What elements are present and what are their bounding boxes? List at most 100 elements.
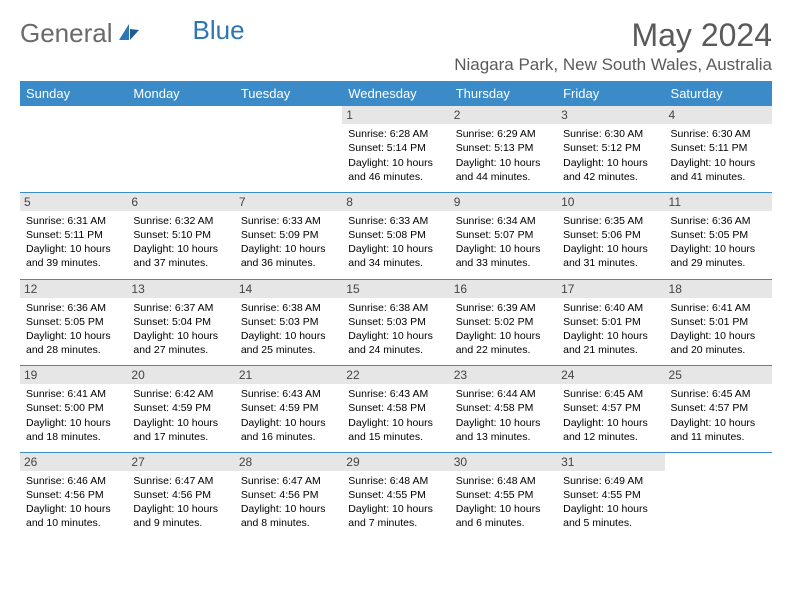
daylight-line: and 13 minutes. — [456, 430, 551, 444]
day-number: 20 — [127, 366, 234, 384]
day-number: 24 — [557, 366, 664, 384]
weekday-header: Monday — [127, 81, 234, 106]
day-number: 23 — [450, 366, 557, 384]
sunrise-line: Sunrise: 6:47 AM — [241, 474, 336, 488]
daylight-line: and 28 minutes. — [26, 343, 121, 357]
daylight-line: and 15 minutes. — [348, 430, 443, 444]
daylight-line: Daylight: 10 hours — [671, 416, 766, 430]
calendar-day-cell: 9Sunrise: 6:34 AMSunset: 5:07 PMDaylight… — [450, 192, 557, 279]
calendar-week-row: 19Sunrise: 6:41 AMSunset: 5:00 PMDayligh… — [20, 366, 772, 453]
sunrise-line: Sunrise: 6:34 AM — [456, 214, 551, 228]
daylight-line: and 7 minutes. — [348, 516, 443, 530]
sunset-line: Sunset: 5:02 PM — [456, 315, 551, 329]
daylight-line: Daylight: 10 hours — [456, 502, 551, 516]
calendar-day-cell: 15Sunrise: 6:38 AMSunset: 5:03 PMDayligh… — [342, 279, 449, 366]
daylight-line: and 31 minutes. — [563, 256, 658, 270]
sunset-line: Sunset: 5:05 PM — [671, 228, 766, 242]
sunrise-line: Sunrise: 6:47 AM — [133, 474, 228, 488]
calendar-day-cell: 17Sunrise: 6:40 AMSunset: 5:01 PMDayligh… — [557, 279, 664, 366]
daylight-line: and 11 minutes. — [671, 430, 766, 444]
daylight-line: and 6 minutes. — [456, 516, 551, 530]
sunset-line: Sunset: 4:55 PM — [348, 488, 443, 502]
sunset-line: Sunset: 4:56 PM — [241, 488, 336, 502]
daylight-line: and 21 minutes. — [563, 343, 658, 357]
sunset-line: Sunset: 4:58 PM — [456, 401, 551, 415]
daylight-line: and 22 minutes. — [456, 343, 551, 357]
sunrise-line: Sunrise: 6:32 AM — [133, 214, 228, 228]
sunset-line: Sunset: 5:08 PM — [348, 228, 443, 242]
day-number: 6 — [127, 193, 234, 211]
logo-text-general: General — [20, 18, 113, 49]
daylight-line: Daylight: 10 hours — [26, 242, 121, 256]
weekday-header: Tuesday — [235, 81, 342, 106]
calendar-week-row: 12Sunrise: 6:36 AMSunset: 5:05 PMDayligh… — [20, 279, 772, 366]
daylight-line: Daylight: 10 hours — [348, 242, 443, 256]
calendar-day-cell: 19Sunrise: 6:41 AMSunset: 5:00 PMDayligh… — [20, 366, 127, 453]
sunrise-line: Sunrise: 6:48 AM — [348, 474, 443, 488]
daylight-line: and 5 minutes. — [563, 516, 658, 530]
sunrise-line: Sunrise: 6:36 AM — [671, 214, 766, 228]
day-number: 18 — [665, 280, 772, 298]
sunset-line: Sunset: 5:04 PM — [133, 315, 228, 329]
daylight-line: Daylight: 10 hours — [133, 242, 228, 256]
daylight-line: and 41 minutes. — [671, 170, 766, 184]
sunset-line: Sunset: 5:12 PM — [563, 141, 658, 155]
calendar-day-cell: 24Sunrise: 6:45 AMSunset: 4:57 PMDayligh… — [557, 366, 664, 453]
daylight-line: and 37 minutes. — [133, 256, 228, 270]
sunset-line: Sunset: 5:00 PM — [26, 401, 121, 415]
daylight-line: and 27 minutes. — [133, 343, 228, 357]
daylight-line: Daylight: 10 hours — [348, 329, 443, 343]
sunrise-line: Sunrise: 6:42 AM — [133, 387, 228, 401]
daylight-line: Daylight: 10 hours — [26, 502, 121, 516]
sunrise-line: Sunrise: 6:40 AM — [563, 301, 658, 315]
calendar-day-cell: 1Sunrise: 6:28 AMSunset: 5:14 PMDaylight… — [342, 106, 449, 192]
sunset-line: Sunset: 4:59 PM — [133, 401, 228, 415]
calendar-empty-cell — [20, 106, 127, 192]
logo-sail-icon — [115, 18, 141, 49]
calendar-day-cell: 31Sunrise: 6:49 AMSunset: 4:55 PMDayligh… — [557, 452, 664, 538]
weekday-header: Thursday — [450, 81, 557, 106]
sunrise-line: Sunrise: 6:44 AM — [456, 387, 551, 401]
calendar-body: 1Sunrise: 6:28 AMSunset: 5:14 PMDaylight… — [20, 106, 772, 538]
day-number: 10 — [557, 193, 664, 211]
calendar-day-cell: 12Sunrise: 6:36 AMSunset: 5:05 PMDayligh… — [20, 279, 127, 366]
day-number: 13 — [127, 280, 234, 298]
calendar-day-cell: 4Sunrise: 6:30 AMSunset: 5:11 PMDaylight… — [665, 106, 772, 192]
weekday-header: Friday — [557, 81, 664, 106]
sunrise-line: Sunrise: 6:45 AM — [563, 387, 658, 401]
calendar-day-cell: 6Sunrise: 6:32 AMSunset: 5:10 PMDaylight… — [127, 192, 234, 279]
day-number: 29 — [342, 453, 449, 471]
calendar-day-cell: 18Sunrise: 6:41 AMSunset: 5:01 PMDayligh… — [665, 279, 772, 366]
calendar-day-cell: 7Sunrise: 6:33 AMSunset: 5:09 PMDaylight… — [235, 192, 342, 279]
daylight-line: Daylight: 10 hours — [26, 329, 121, 343]
calendar-day-cell: 23Sunrise: 6:44 AMSunset: 4:58 PMDayligh… — [450, 366, 557, 453]
calendar-day-cell: 8Sunrise: 6:33 AMSunset: 5:08 PMDaylight… — [342, 192, 449, 279]
day-number: 7 — [235, 193, 342, 211]
sunset-line: Sunset: 4:57 PM — [671, 401, 766, 415]
daylight-line: and 16 minutes. — [241, 430, 336, 444]
daylight-line: and 34 minutes. — [348, 256, 443, 270]
location: Niagara Park, New South Wales, Australia — [454, 55, 772, 75]
sunset-line: Sunset: 5:01 PM — [671, 315, 766, 329]
calendar-day-cell: 22Sunrise: 6:43 AMSunset: 4:58 PMDayligh… — [342, 366, 449, 453]
calendar-empty-cell — [127, 106, 234, 192]
sunset-line: Sunset: 5:11 PM — [26, 228, 121, 242]
daylight-line: and 17 minutes. — [133, 430, 228, 444]
day-number: 11 — [665, 193, 772, 211]
sunrise-line: Sunrise: 6:33 AM — [348, 214, 443, 228]
day-number: 14 — [235, 280, 342, 298]
daylight-line: Daylight: 10 hours — [133, 416, 228, 430]
daylight-line: Daylight: 10 hours — [563, 329, 658, 343]
calendar-day-cell: 11Sunrise: 6:36 AMSunset: 5:05 PMDayligh… — [665, 192, 772, 279]
daylight-line: Daylight: 10 hours — [241, 329, 336, 343]
daylight-line: and 39 minutes. — [26, 256, 121, 270]
calendar-day-cell: 21Sunrise: 6:43 AMSunset: 4:59 PMDayligh… — [235, 366, 342, 453]
daylight-line: and 33 minutes. — [456, 256, 551, 270]
daylight-line: Daylight: 10 hours — [133, 329, 228, 343]
day-number: 16 — [450, 280, 557, 298]
sunrise-line: Sunrise: 6:30 AM — [563, 127, 658, 141]
day-number: 25 — [665, 366, 772, 384]
day-number: 1 — [342, 106, 449, 124]
header: General Blue May 2024 Niagara Park, New … — [20, 18, 772, 75]
sunrise-line: Sunrise: 6:41 AM — [671, 301, 766, 315]
